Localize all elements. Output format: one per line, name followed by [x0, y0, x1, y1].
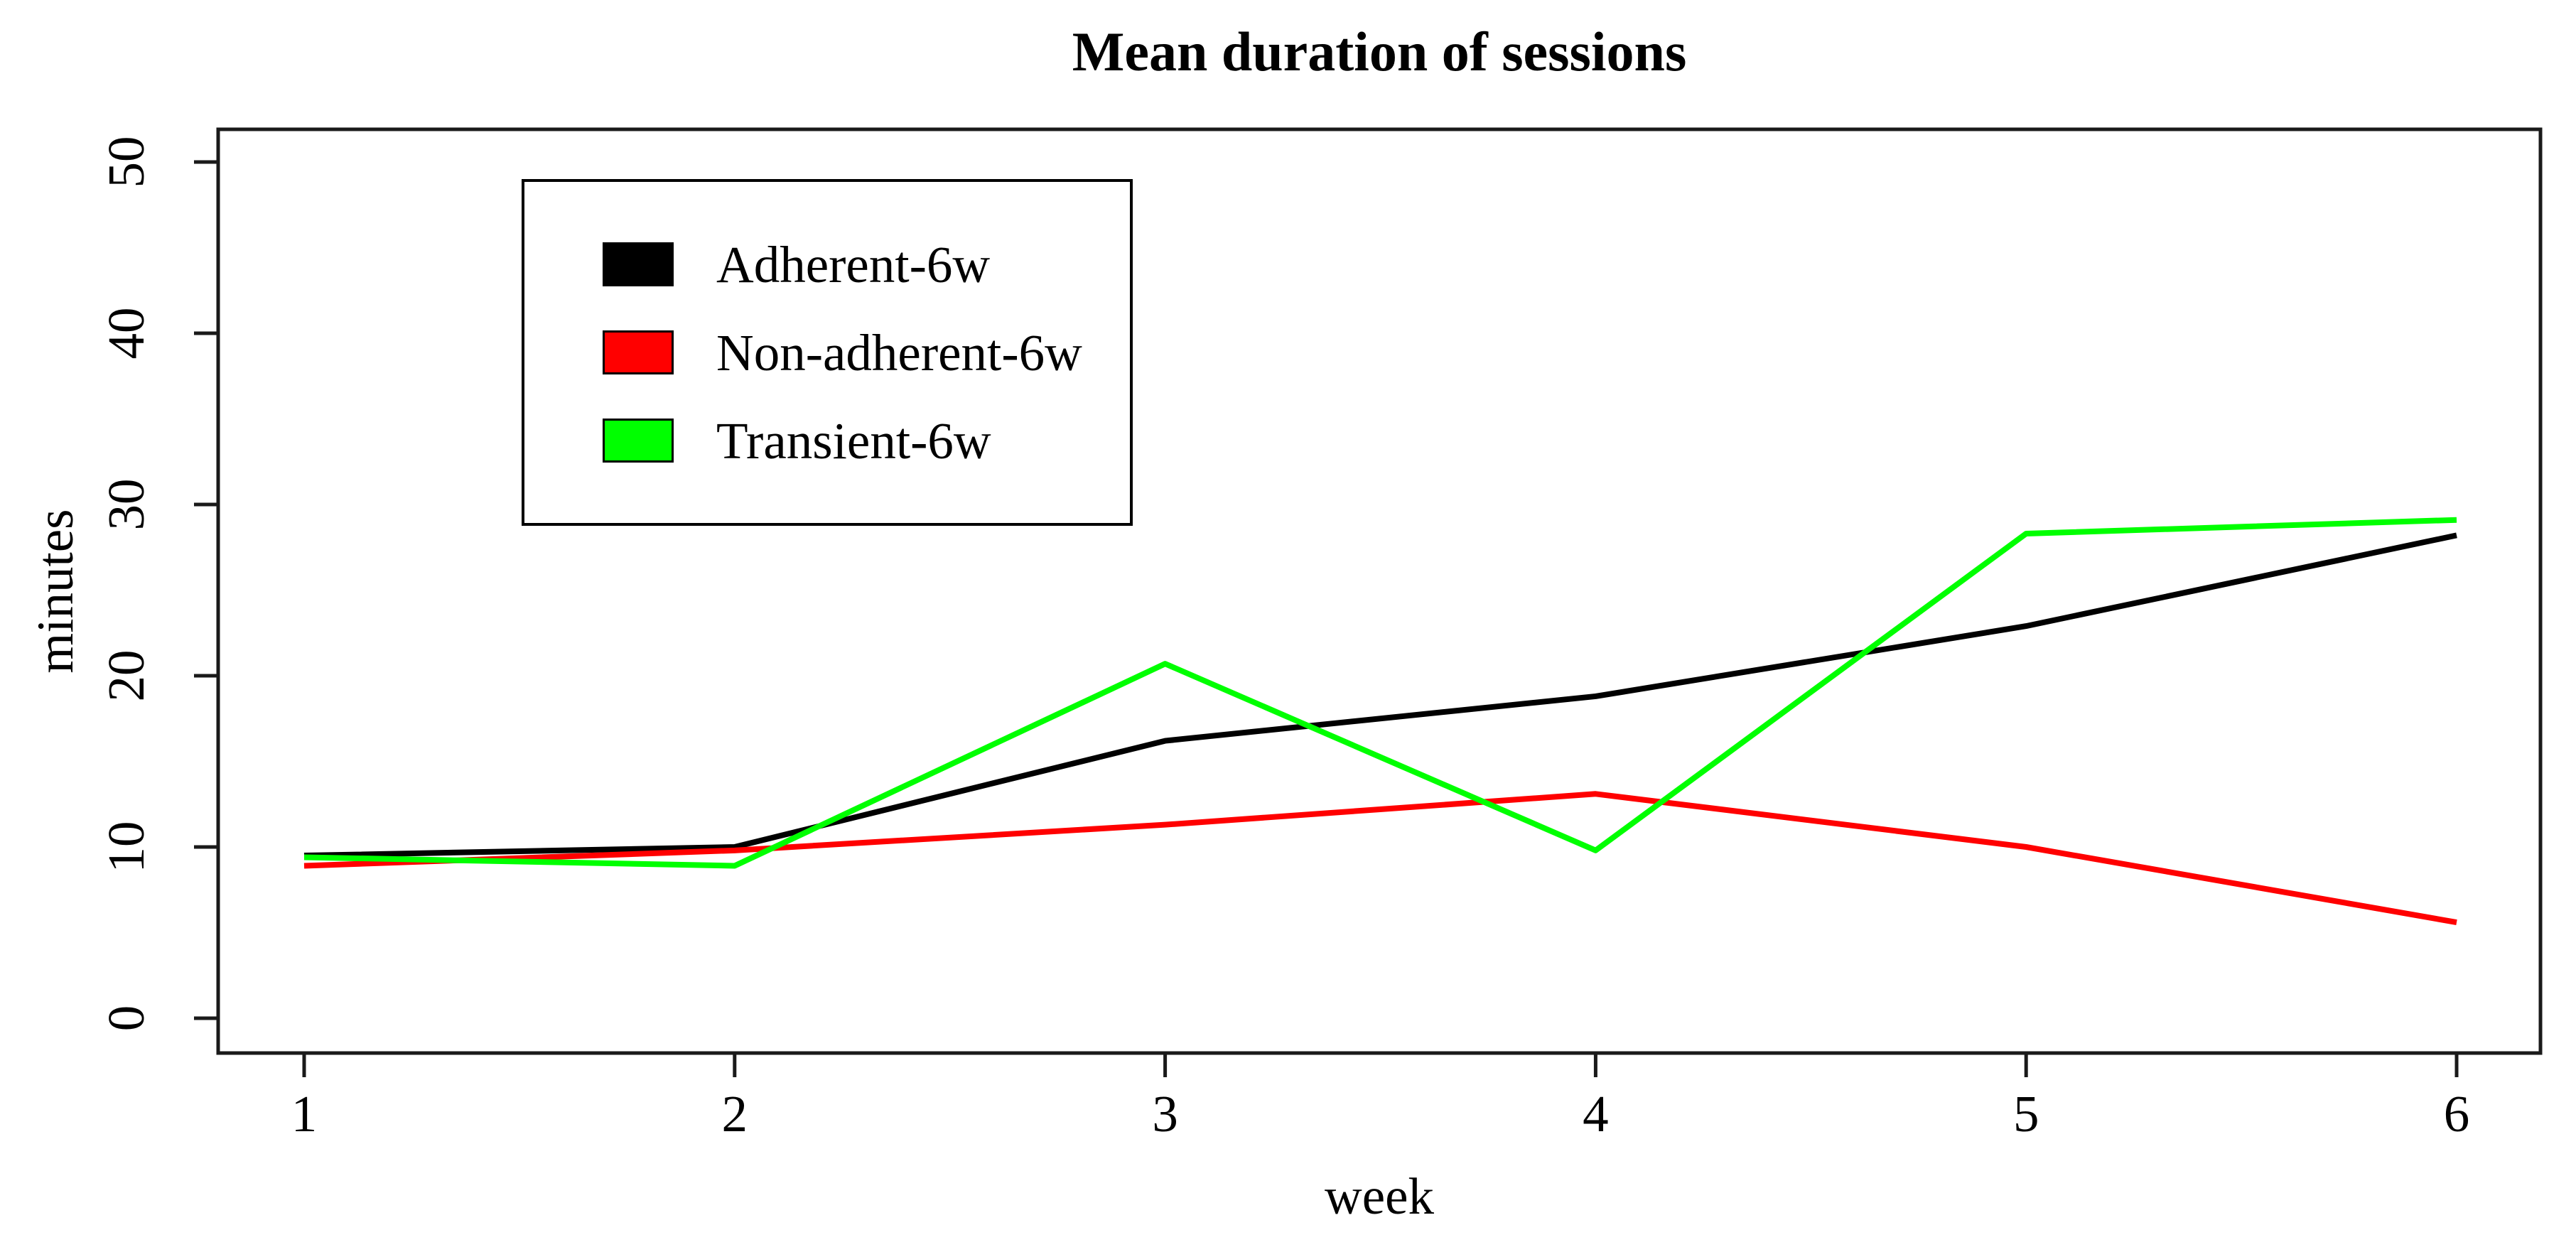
legend-swatch-transient	[603, 419, 674, 463]
chart-title: Mean duration of sessions	[1072, 21, 1687, 82]
x-tick-label: 3	[1152, 1085, 1178, 1143]
series-line-transient-6w	[303, 517, 2457, 869]
x-tick-label: 5	[2013, 1085, 2039, 1143]
y-tick-label: 40	[97, 308, 155, 360]
legend-item: Adherent-6w	[603, 235, 1130, 293]
legend-item: Non-adherent-6w	[603, 323, 1130, 382]
y-tick-label: 50	[97, 136, 155, 188]
legend-swatch-adherent	[603, 242, 674, 286]
plot-frame	[216, 127, 2543, 1055]
legend-swatch-non-adherent	[603, 330, 674, 374]
legend-label-non-adherent: Non-adherent-6w	[716, 323, 1082, 382]
y-tick-label: 10	[97, 821, 155, 873]
legend-item: Transient-6w	[603, 411, 1130, 470]
x-tick-label: 4	[1583, 1085, 1609, 1143]
x-tick-label: 2	[722, 1085, 748, 1143]
legend: Adherent-6w Non-adherent-6w Transient-6w	[522, 179, 1133, 526]
y-tick-label: 20	[97, 650, 155, 702]
x-axis-label: week	[1324, 1167, 1435, 1225]
legend-label-transient: Transient-6w	[716, 411, 991, 470]
series-line-adherent-6w	[303, 532, 2457, 859]
x-tick-label: 1	[291, 1085, 318, 1143]
legend-label-adherent: Adherent-6w	[716, 235, 991, 293]
y-tick-label: 30	[97, 479, 155, 531]
x-tick-label: 6	[2444, 1085, 2470, 1143]
y-tick-label: 0	[97, 1005, 155, 1032]
series-line-non-adherent-6w	[303, 791, 2457, 925]
